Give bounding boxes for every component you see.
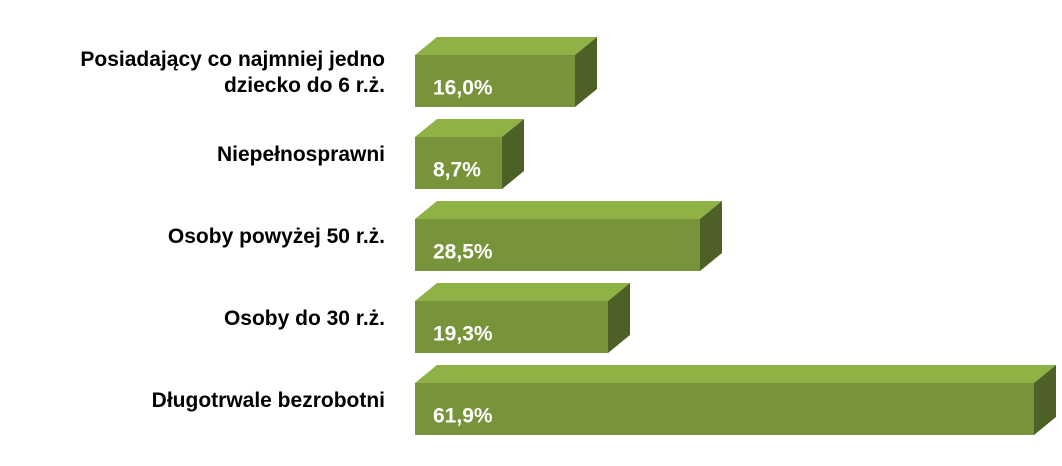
category-label: Posiadający co najmniej jedno dziecko do… [15, 47, 385, 99]
bar-top [415, 37, 597, 55]
value-label: 28,5% [433, 241, 493, 264]
category-label: Niepełnosprawni [15, 142, 385, 168]
bar-top [415, 201, 722, 219]
value-label: 61,9% [433, 405, 493, 428]
value-label: 19,3% [433, 323, 493, 346]
page: 16,0%8,7%28,5%19,3%61,9% (() => { const … [0, 0, 1062, 466]
bar [415, 383, 1034, 435]
category-label: Długotrwale bezrobotni [15, 388, 385, 414]
bar-top [415, 283, 630, 301]
category-label: Osoby powyżej 50 r.ż. [15, 224, 385, 250]
bar-top [415, 365, 1056, 383]
value-label: 16,0% [433, 77, 493, 100]
category-label: Osoby do 30 r.ż. [15, 306, 385, 332]
value-label: 8,7% [433, 159, 481, 182]
